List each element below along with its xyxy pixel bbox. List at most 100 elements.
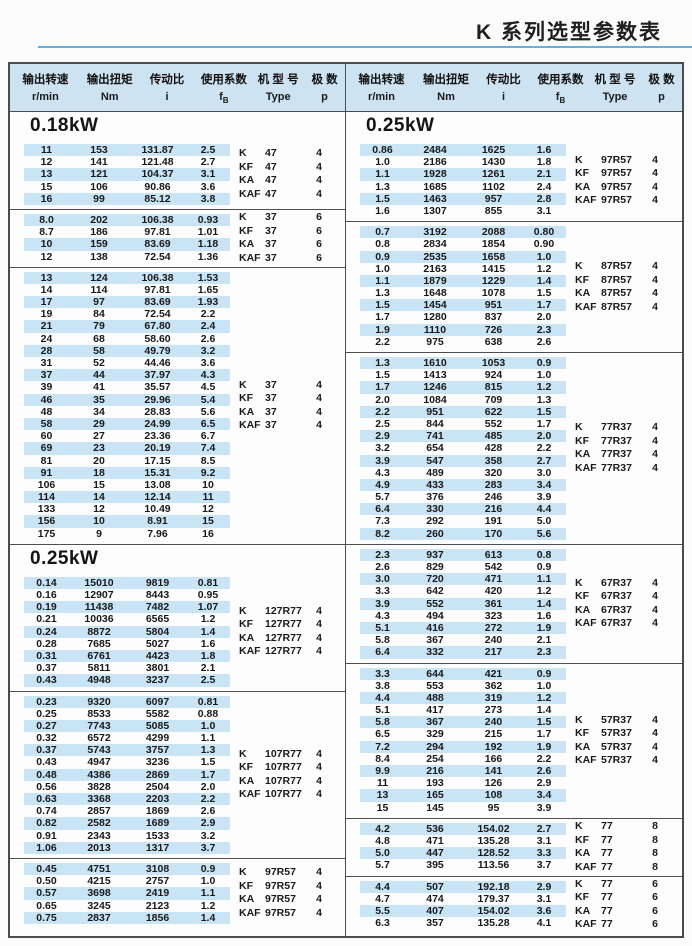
speed-cell: 2.9 — [375, 430, 390, 443]
speed-cell: 13 — [40, 168, 53, 181]
poles-value: 4 — [316, 405, 322, 418]
torque-cell: 330 — [426, 503, 444, 516]
type-size: 37 — [265, 392, 277, 405]
type-row: KAF 97R57 4 — [575, 194, 679, 208]
torque-cell: 124 — [90, 271, 108, 284]
poles-value: 4 — [316, 645, 322, 658]
data-row: 2.2 951 622 1.5 — [360, 405, 566, 418]
torque-cell: 474 — [426, 892, 444, 905]
ratio-cell: 1533 — [145, 829, 170, 842]
type-size: 77 — [601, 820, 613, 833]
type-size: 67R37 — [601, 576, 632, 589]
type-row: KAF 87R57 4 — [575, 301, 679, 315]
ratio-cell: 12.14 — [144, 491, 171, 504]
service-factor-cell: 10 — [202, 478, 214, 491]
service-factor-cell: 11 — [202, 491, 214, 504]
ratio-cell: 1625 — [481, 144, 506, 156]
type-size: 47 — [265, 174, 277, 187]
column-header-zh: 输出转速 — [358, 74, 405, 86]
service-factor-cell: 1.5 — [536, 287, 552, 300]
type-row: K 107R77 4 — [239, 748, 343, 762]
torque-cell: 471 — [426, 834, 444, 847]
service-factor-cell: 2.3 — [536, 323, 552, 336]
ratio-cell: 320 — [484, 466, 503, 479]
speed-cell: 0.21 — [36, 613, 57, 626]
service-factor-cell: 0.88 — [197, 707, 219, 720]
poles-value: 4 — [316, 419, 322, 432]
type-size: 77 — [601, 847, 613, 860]
torque-cell: 79 — [93, 320, 105, 333]
column-header: 传动比 i — [139, 71, 196, 111]
torque-cell: 3245 — [87, 899, 111, 912]
type-list: K 37 4 KF 37 4 KA 37 4 KAF 37 4 — [239, 379, 343, 433]
ratio-cell: 3236 — [145, 756, 170, 769]
type-row: KA 37 6 — [239, 238, 343, 252]
service-factor-cell: 4.4 — [536, 503, 552, 516]
data-row: 11 153 131.87 2.5 — [24, 144, 230, 157]
data-row: 1.7 1280 837 2.0 — [360, 311, 566, 323]
poles-value: 4 — [316, 147, 322, 160]
type-list: K 47 4 KF 47 4 KA 47 4 KAF 47 4 — [239, 147, 343, 201]
column-header-unit: r/min — [31, 91, 59, 103]
type-row: K 57R37 4 — [575, 714, 679, 728]
type-size: 77 — [601, 877, 613, 890]
torque-cell: 68 — [93, 332, 105, 345]
service-factor-cell: 1.2 — [536, 381, 552, 394]
ratio-cell: 815 — [484, 381, 503, 394]
type-prefix: KA — [575, 448, 591, 461]
data-row: 12 141 121.48 2.7 — [24, 156, 230, 168]
type-size: 127R77 — [265, 604, 302, 617]
data-row: 3.0 720 471 1.1 — [360, 573, 566, 586]
data-row: 4.9 433 283 3.4 — [360, 478, 566, 492]
torque-cell: 11438 — [84, 601, 114, 614]
table-header: 输出转速 r/min 输出扭矩 Nm 传动比 i 使用系数 fB 机 型 号 Type 极 数 p — [10, 64, 345, 112]
data-row: 91 18 15.31 9.2 — [24, 466, 230, 479]
ratio-cell: 5804 — [145, 625, 170, 638]
column-header-zh: 极 数 — [311, 74, 338, 86]
torque-cell: 292 — [426, 515, 444, 528]
data-row: 39 41 35.57 4.5 — [24, 381, 230, 393]
data-rows: 4.4 507 192.18 2.9 4.7 474 179.37 3.1 5.5 407 154.… — [360, 880, 566, 930]
data-row: 1.6 1307 855 3.1 — [360, 205, 566, 217]
column-header-zh: 输出转速 — [22, 74, 69, 86]
type-list: K 77 6 KF 77 6 KA 77 6 KAF 77 6 — [575, 878, 679, 932]
speed-cell: 114 — [38, 491, 55, 504]
data-row: 1.1 1879 1229 1.4 — [360, 274, 566, 288]
torque-cell: 489 — [426, 466, 444, 479]
speed-cell: 3.3 — [375, 585, 390, 598]
torque-cell: 2163 — [423, 262, 447, 275]
torque-cell: 367 — [426, 716, 444, 729]
data-row: 4.4 488 319 1.2 — [360, 691, 566, 705]
service-factor-cell: 2.7 — [536, 822, 552, 835]
type-row: KA 127R77 4 — [239, 632, 343, 646]
type-prefix: KAF — [575, 194, 597, 207]
data-block: 1.3 1610 1053 0.9 1.5 1413 924 1.0 1.7 1246 815 1.2… — [346, 352, 682, 544]
data-row: 37 44 37.97 4.3 — [24, 369, 230, 382]
ratio-cell: 428 — [484, 442, 503, 455]
service-factor-cell: 1.6 — [536, 609, 552, 622]
service-factor-cell: 2.2 — [536, 442, 552, 455]
poles-value: 4 — [316, 774, 322, 787]
data-row: 0.82 2582 1689 2.9 — [24, 817, 230, 830]
service-factor-cell: 5.6 — [536, 527, 552, 540]
data-row: 1.3 1685 1102 2.4 — [360, 181, 566, 193]
type-prefix: KAF — [239, 187, 261, 200]
speed-cell: 1.7 — [375, 381, 390, 394]
data-row: 0.23 9320 6097 0.81 — [24, 695, 230, 708]
type-size: 67R37 — [601, 617, 632, 630]
service-factor-cell: 1.4 — [200, 911, 216, 924]
poles-value: 8 — [652, 820, 658, 833]
data-row: 1.0 2186 1430 1.8 — [360, 156, 566, 168]
type-row: KAF 107R77 4 — [239, 788, 343, 802]
service-factor-cell: 16 — [202, 527, 214, 540]
speed-cell: 21 — [40, 320, 53, 333]
torque-cell: 1928 — [423, 168, 447, 181]
data-block: 3.3 644 421 0.9 3.8 553 362 1.0 4.4 488 319 1.2 5.1 4… — [346, 662, 682, 818]
type-row: KA 67R37 4 — [575, 604, 679, 618]
type-size: 77 — [601, 918, 613, 931]
speed-cell: 0.9 — [375, 250, 390, 263]
torque-cell: 254 — [426, 752, 444, 765]
type-size: 67R37 — [601, 603, 632, 616]
type-prefix: KF — [575, 727, 589, 740]
torque-cell: 416 — [426, 621, 444, 634]
